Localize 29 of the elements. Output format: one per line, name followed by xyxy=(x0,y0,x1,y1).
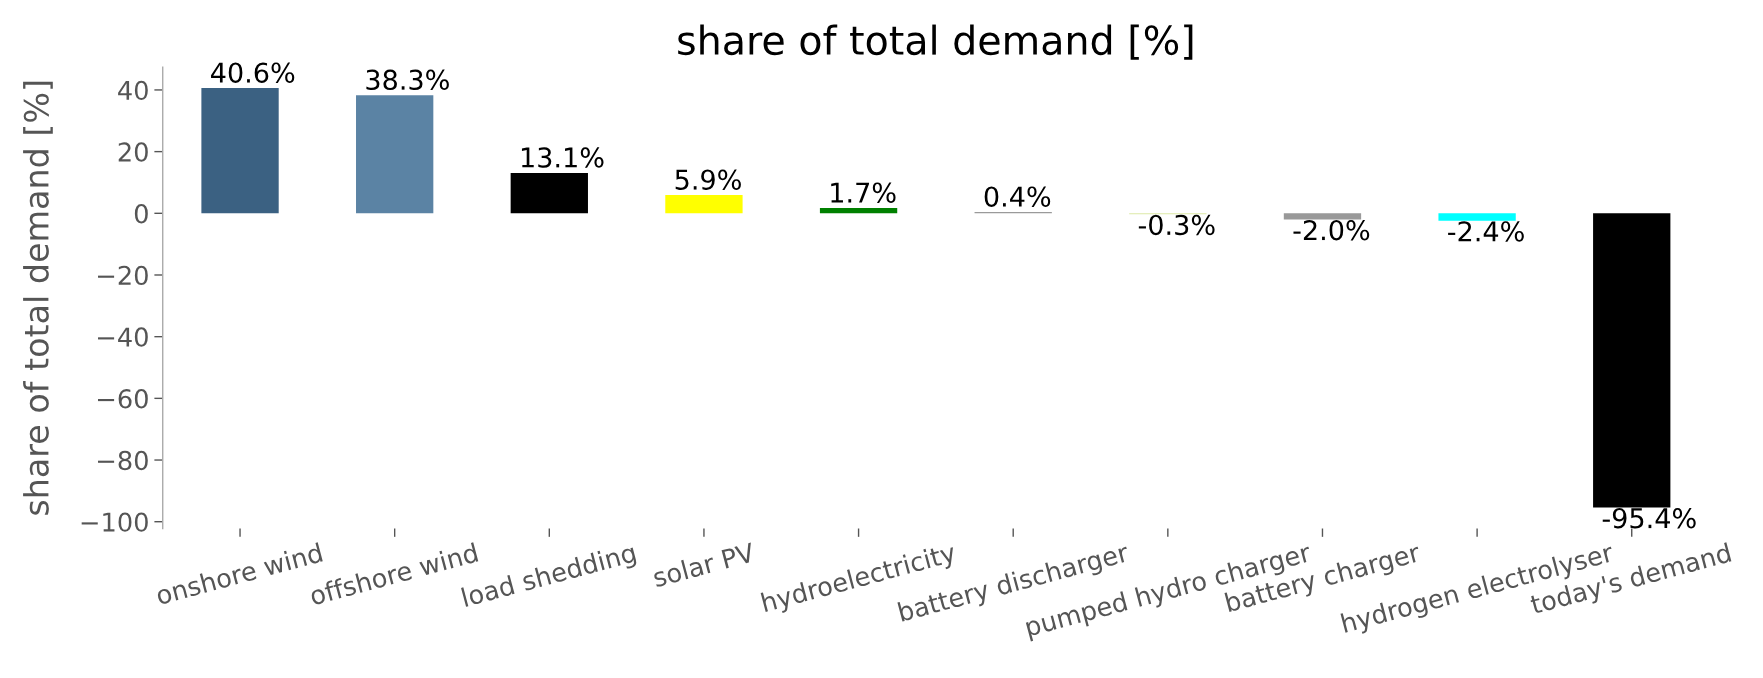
x-tick-label: solar PV xyxy=(651,541,756,588)
bar xyxy=(1283,213,1362,220)
y-tick-label: 20 xyxy=(118,142,148,162)
data-label: 13.1% xyxy=(521,147,604,168)
data-label: -0.3% xyxy=(1138,214,1215,236)
y-tick-label: −60 xyxy=(98,389,148,409)
data-label: -95.4% xyxy=(1602,508,1696,529)
bar xyxy=(1438,213,1516,221)
data-label: -2.4% xyxy=(1448,221,1524,242)
bar xyxy=(665,195,743,214)
data-label: 5.9% xyxy=(675,169,741,190)
y-tick-label: −40 xyxy=(98,327,148,347)
data-label: 0.4% xyxy=(984,186,1051,207)
bar xyxy=(201,88,279,214)
chart-title: share of total demand [%] xyxy=(678,24,1193,60)
data-label: 1.7% xyxy=(831,182,896,203)
data-label: 38.3% xyxy=(366,69,449,91)
y-tick-label: 0 xyxy=(134,204,148,224)
bar xyxy=(819,208,898,214)
bar xyxy=(510,172,588,214)
data-label: 40.6% xyxy=(211,62,295,83)
y-axis-title: share of total demand [%] xyxy=(23,81,53,515)
y-tick-label: −20 xyxy=(98,265,148,286)
y-tick-label: −80 xyxy=(98,450,148,471)
data-label: -2.0% xyxy=(1293,219,1370,241)
bar xyxy=(1593,213,1671,508)
bar xyxy=(356,95,434,214)
y-tick-label: 40 xyxy=(118,80,148,101)
y-tick-label: −100 xyxy=(81,512,148,532)
